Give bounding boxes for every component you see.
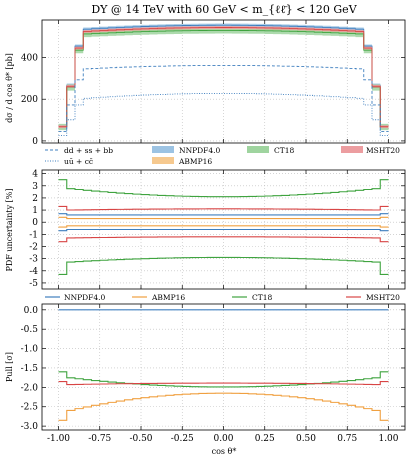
y-tick-label: -3.0: [21, 422, 39, 432]
uncertainty-upper-abmp16: [58, 216, 389, 220]
y-tick-label: 0.0: [24, 306, 39, 316]
uncertainty-lower-abmp16: [58, 225, 389, 228]
uncertainty-upper-nnpdf4-0: [58, 213, 389, 216]
legend-ct18-label: CT18: [274, 146, 295, 155]
x-tick-label: 1.00: [378, 434, 398, 444]
pull-ylabel: Pull [σ]: [5, 352, 14, 382]
legend-abmp-swatch: [152, 157, 174, 164]
y-tick-label: -4: [29, 267, 38, 277]
cross-section-ylabel: dσ / d cos θ* [pb]: [5, 53, 14, 123]
x-tick-label: -0.50: [129, 434, 152, 444]
line-ct18: [58, 29, 389, 128]
y-tick-label: -0.5: [21, 325, 39, 335]
legend-pull: NNPDF4.0 ABMP16 CT18 MSHT20: [45, 293, 400, 302]
y-tick-label: -1: [29, 230, 38, 240]
legend-msht-label: MSHT20: [366, 146, 400, 155]
chart-title: DY @ 14 TeV with 60 GeV < m_{ℓℓ̄} < 120 …: [91, 3, 357, 16]
legend-ct18-swatch: [247, 146, 269, 153]
x-tick-label: 0.25: [255, 434, 275, 444]
legend-pull-abmp-label: ABMP16: [151, 293, 185, 302]
x-tick-label: 0.00: [213, 434, 233, 444]
band-ct18: [58, 27, 389, 131]
uncertainty-upper-ct18: [58, 179, 389, 198]
x-tick-label: -0.75: [88, 434, 111, 444]
y-tick-label: -1.5: [21, 364, 39, 374]
y-tick-label: -3: [29, 255, 38, 265]
y-tick-label: 200: [21, 95, 38, 105]
cross-section-panel: dσ / d cos θ* [pb] 0 200 400: [5, 19, 406, 147]
x-tick-label: -0.25: [171, 434, 194, 444]
line-u-cc: [58, 92, 389, 136]
line-nnpdf4-0: [58, 24, 389, 127]
band-nnpdf4-0: [58, 23, 389, 129]
y-tick-label: 2: [32, 194, 38, 204]
legend-dd-label: dd + ss + bb: [64, 146, 113, 155]
y-tick-label: 3: [32, 182, 38, 192]
y-tick-label: 0: [32, 137, 38, 147]
uncertainty-lower-ct18: [58, 256, 389, 275]
y-tick-label: 1: [32, 206, 38, 216]
uncertainty-ylabel: PDF uncertainty [%]: [5, 188, 14, 271]
y-tick-label: 4: [32, 170, 38, 180]
legend-abmp-label: ABMP16: [178, 157, 212, 166]
line-dd-ss-bb: [58, 65, 389, 133]
y-tick-label: -1.0: [21, 345, 39, 355]
uncertainty-panel: PDF uncertainty [%] -5 -4 -3 -2 -1 0 1 2 3 4: [5, 169, 406, 290]
y-tick-label: -2.5: [21, 403, 39, 413]
y-tick-label: 400: [21, 54, 38, 64]
uncertainty-lower-msht20: [58, 236, 389, 243]
pull-msht20: [58, 380, 389, 386]
y-tick-label: 0: [32, 218, 38, 228]
pull-panel: Pull [σ] -3.0 -2.5 -2.0 -1.5 -1.0 -0.5 0.0 -1.0…: [5, 303, 406, 444]
pull-ct18: [58, 371, 389, 388]
y-tick-label: -2.0: [21, 383, 39, 393]
y-tick-label: -2: [29, 243, 38, 253]
x-tick-label: 0.50: [296, 434, 316, 444]
pull-abmp16: [58, 392, 389, 421]
x-tick-label: 0.75: [337, 434, 357, 444]
uncertainty-lower-nnpdf4-0: [58, 228, 389, 232]
x-axis-label: cos θ*: [212, 447, 237, 456]
legend-uu-label: uū + cc̄: [64, 157, 93, 166]
legend-top: dd + ss + bb uū + cc̄ NNPDF4.0 ABMP16 CT…: [45, 146, 400, 166]
uncertainty-upper-msht20: [58, 205, 389, 211]
legend-pull-msht-label: MSHT20: [366, 293, 400, 302]
legend-msht-swatch: [341, 146, 363, 153]
legend-nnpdf-swatch: [152, 146, 174, 153]
legend-nnpdf-label: NNPDF4.0: [179, 146, 221, 155]
y-tick-label: -5: [29, 279, 38, 289]
x-tick-label: -1.00: [47, 434, 70, 444]
legend-pull-nnpdf-label: NNPDF4.0: [64, 293, 106, 302]
legend-pull-ct18-label: CT18: [252, 293, 273, 302]
line-msht20: [58, 27, 389, 128]
